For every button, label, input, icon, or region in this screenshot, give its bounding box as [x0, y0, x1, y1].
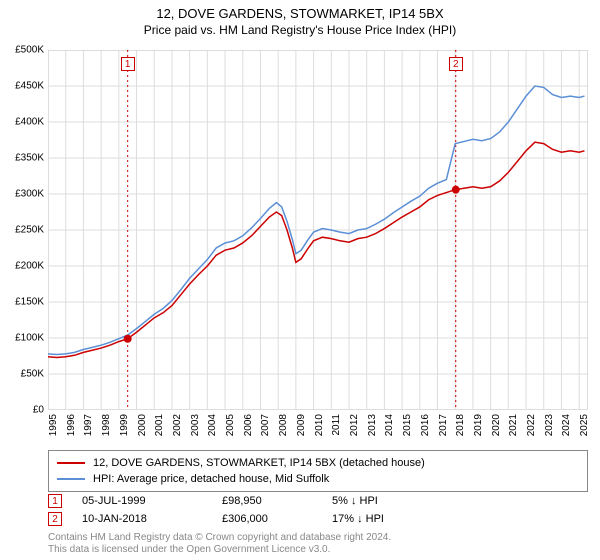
- marker-badge: 2: [48, 512, 62, 526]
- x-tick-label: 2010: [314, 414, 325, 436]
- x-tick-label: 1998: [101, 414, 112, 436]
- plot-svg: [48, 50, 588, 410]
- x-tick-label: 2020: [491, 414, 502, 436]
- footer: Contains HM Land Registry data © Crown c…: [48, 532, 588, 556]
- marker-price: £98,950: [222, 495, 332, 507]
- x-tick-label: 2022: [526, 414, 537, 436]
- y-tick-label: £50K: [21, 369, 44, 380]
- plot-area: 12: [48, 50, 588, 410]
- marker-price: £306,000: [222, 513, 332, 525]
- x-tick-label: 2024: [561, 414, 572, 436]
- chart-title-block: 12, DOVE GARDENS, STOWMARKET, IP14 5BX P…: [0, 0, 600, 37]
- x-tick-label: 1995: [48, 414, 59, 436]
- chart-container: 12, DOVE GARDENS, STOWMARKET, IP14 5BX P…: [0, 0, 600, 560]
- footer-line1: Contains HM Land Registry data © Crown c…: [48, 532, 588, 544]
- y-tick-label: £0: [33, 405, 44, 416]
- x-tick-label: 2001: [154, 414, 165, 436]
- sale-marker-row: 2 10-JAN-2018£306,00017% ↓ HPI: [48, 510, 588, 528]
- x-tick-label: 2012: [349, 414, 360, 436]
- x-tick-label: 2017: [438, 414, 449, 436]
- x-axis: 1995 1996 1997 1998 1999 2000 2001 2002 2003 2004…: [48, 410, 588, 450]
- y-tick-label: £350K: [15, 153, 44, 164]
- x-tick-label: 2013: [367, 414, 378, 436]
- y-tick-label: £100K: [15, 333, 44, 344]
- chart-title-line2: Price paid vs. HM Land Registry's House …: [0, 23, 600, 37]
- y-tick-label: £200K: [15, 261, 44, 272]
- sale-markers-table: 1 05-JUL-1999£98,9505% ↓ HPI 2 10-JAN-2018£…: [48, 492, 588, 528]
- y-tick-label: £150K: [15, 297, 44, 308]
- chart-marker-badge-2: 2: [449, 57, 463, 71]
- marker-badge: 1: [48, 494, 62, 508]
- sale-marker-row: 1 05-JUL-1999£98,9505% ↓ HPI: [48, 492, 588, 510]
- marker-date: 10-JAN-2018: [82, 513, 222, 525]
- y-tick-label: £450K: [15, 81, 44, 92]
- x-tick-label: 2011: [331, 414, 342, 436]
- x-tick-label: 2025: [579, 414, 590, 436]
- legend-swatch-hpi: [57, 478, 85, 480]
- x-tick-label: 2004: [207, 414, 218, 436]
- x-tick-label: 2006: [243, 414, 254, 436]
- legend-row-hpi: HPI: Average price, detached house, Mid …: [57, 471, 579, 487]
- legend-label-price-paid: 12, DOVE GARDENS, STOWMARKET, IP14 5BX (…: [93, 457, 425, 469]
- legend-label-hpi: HPI: Average price, detached house, Mid …: [93, 473, 329, 485]
- x-tick-label: 2007: [260, 414, 271, 436]
- x-tick-label: 2021: [508, 414, 519, 436]
- x-tick-label: 1997: [83, 414, 94, 436]
- chart-marker-badge-1: 1: [121, 57, 135, 71]
- x-tick-label: 2009: [296, 414, 307, 436]
- x-tick-label: 2014: [384, 414, 395, 436]
- x-tick-label: 1999: [119, 414, 130, 436]
- y-tick-label: £300K: [15, 189, 44, 200]
- x-tick-label: 2023: [544, 414, 555, 436]
- x-tick-label: 2005: [225, 414, 236, 436]
- legend-box: 12, DOVE GARDENS, STOWMARKET, IP14 5BX (…: [48, 450, 588, 492]
- x-tick-label: 2015: [402, 414, 413, 436]
- legend-row-price-paid: 12, DOVE GARDENS, STOWMARKET, IP14 5BX (…: [57, 455, 579, 471]
- x-tick-label: 2008: [278, 414, 289, 436]
- x-tick-label: 2019: [473, 414, 484, 436]
- marker-diff: 17% ↓ HPI: [332, 513, 432, 525]
- marker-diff: 5% ↓ HPI: [332, 495, 432, 507]
- x-tick-label: 2018: [455, 414, 466, 436]
- x-tick-label: 2002: [172, 414, 183, 436]
- y-tick-label: £250K: [15, 225, 44, 236]
- y-axis: £0£50K£100K£150K£200K£250K£300K£350K£400…: [0, 50, 48, 410]
- y-tick-label: £500K: [15, 45, 44, 56]
- x-tick-label: 2000: [137, 414, 148, 436]
- marker-date: 05-JUL-1999: [82, 495, 222, 507]
- footer-line2: This data is licensed under the Open Gov…: [48, 544, 588, 556]
- x-tick-label: 1996: [66, 414, 77, 436]
- y-tick-label: £400K: [15, 117, 44, 128]
- legend-swatch-price-paid: [57, 462, 85, 464]
- chart-title-line1: 12, DOVE GARDENS, STOWMARKET, IP14 5BX: [0, 6, 600, 21]
- x-tick-label: 2016: [420, 414, 431, 436]
- x-tick-label: 2003: [190, 414, 201, 436]
